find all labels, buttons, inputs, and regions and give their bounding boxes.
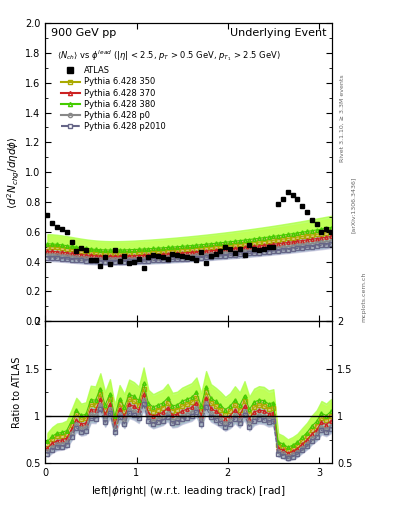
Text: [arXiv:1306.3436]: [arXiv:1306.3436] <box>351 177 356 233</box>
Y-axis label: Ratio to ATLAS: Ratio to ATLAS <box>12 357 22 428</box>
Text: 900 GeV pp: 900 GeV pp <box>51 28 116 37</box>
Text: $\langle N_{ch}\rangle$ vs $\phi^{lead}$ ($|\eta|$ < 2.5, $p_T$ > 0.5 GeV, $p_{T: $\langle N_{ch}\rangle$ vs $\phi^{lead}$… <box>57 49 281 63</box>
Text: Underlying Event: Underlying Event <box>230 28 326 37</box>
X-axis label: left|$\phi$right| (w.r.t. leading track) [rad]: left|$\phi$right| (w.r.t. leading track)… <box>92 484 286 498</box>
Y-axis label: $\langle d^2 N_{chg}/d\eta d\phi \rangle$: $\langle d^2 N_{chg}/d\eta d\phi \rangle… <box>6 136 22 208</box>
Text: mcplots.cern.ch: mcplots.cern.ch <box>361 272 366 322</box>
Text: ATLAS_2010_S8894728: ATLAS_2010_S8894728 <box>141 251 247 260</box>
Legend: ATLAS, Pythia 6.428 350, Pythia 6.428 370, Pythia 6.428 380, Pythia 6.428 p0, Py: ATLAS, Pythia 6.428 350, Pythia 6.428 37… <box>58 63 169 134</box>
Text: Rivet 3.1.10, ≥ 3.3M events: Rivet 3.1.10, ≥ 3.3M events <box>340 74 345 162</box>
